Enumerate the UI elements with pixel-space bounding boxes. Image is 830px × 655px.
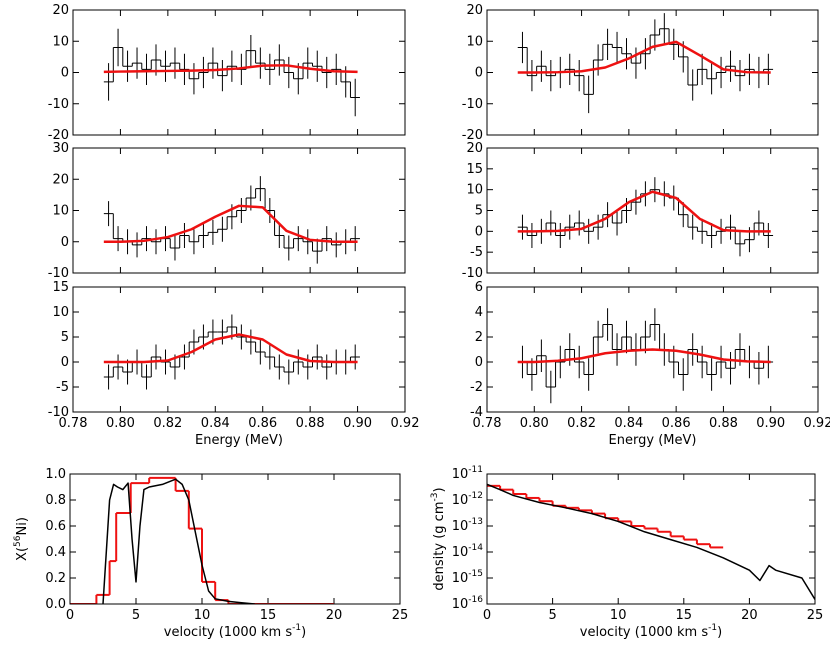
x-tick-label: 0.88 <box>296 416 325 431</box>
x-tick-label: 0.88 <box>709 416 738 431</box>
y-tick-label: 10-12 <box>452 491 483 508</box>
x-tick-label: 0.90 <box>343 416 372 431</box>
x-tick-label: 0.86 <box>248 416 277 431</box>
y-tick-label: 0 <box>61 355 69 370</box>
x-tick-label: 0.78 <box>59 416 88 431</box>
y-tick-label: 1.0 <box>45 467 66 482</box>
x-tick-label: 20 <box>741 608 758 623</box>
y-tick-label: 0.4 <box>45 545 66 560</box>
plot-frame <box>486 9 819 136</box>
x-tick-label: 0.92 <box>804 416 830 431</box>
y-tick-label: 0 <box>475 224 483 239</box>
y-tick-label: -10 <box>48 405 69 420</box>
y-tick-label: 0.8 <box>45 493 66 508</box>
x-tick-label: 15 <box>260 608 277 623</box>
y-tick-label: 10 <box>466 182 483 197</box>
y-tick-label: 10-14 <box>452 543 484 560</box>
y-tick-label: 6 <box>475 280 483 295</box>
x-tick-label: 5 <box>132 608 140 623</box>
y-tick-label: 2 <box>475 330 483 345</box>
y-tick-label: 10 <box>52 34 69 49</box>
x-axis-label: velocity (1000 km s-1) <box>580 623 722 640</box>
x-tick-label: 25 <box>392 608 409 623</box>
y-tick-label: 0.0 <box>45 597 66 612</box>
y-tick-label: 4 <box>475 305 483 320</box>
x-tick-label: 0.84 <box>201 416 230 431</box>
model-line <box>102 478 255 604</box>
y-tick-label: -4 <box>470 405 483 420</box>
model-line <box>103 64 358 74</box>
plot-frame <box>72 147 406 274</box>
y-tick-label: 20 <box>52 172 69 187</box>
y-tick-label: 0 <box>61 65 69 80</box>
model-line <box>103 204 358 243</box>
y-tick-label: -10 <box>48 96 69 111</box>
x-tick-label: 0 <box>483 608 491 623</box>
x-tick-label: 0 <box>66 608 74 623</box>
y-tick-label: 20 <box>466 141 483 156</box>
y-tick-label: -20 <box>462 128 483 143</box>
y-tick-label: 0.6 <box>45 519 66 534</box>
y-tick-label: 20 <box>52 3 69 18</box>
y-tick-label: 10-16 <box>452 595 484 612</box>
model-line <box>487 483 815 600</box>
x-axis-label: Energy (MeV) <box>195 433 283 448</box>
y-tick-label: -5 <box>56 380 69 395</box>
y-tick-label: 5 <box>61 330 69 345</box>
x-tick-label: 0.82 <box>153 416 182 431</box>
y-tick-label: 0 <box>61 234 69 249</box>
x-tick-label: 0.90 <box>756 416 785 431</box>
y-axis-label: X(56Ni) <box>13 517 30 561</box>
model-line <box>103 333 358 364</box>
y-tick-label: 10-15 <box>452 569 483 586</box>
y-tick-label: -2 <box>470 380 483 395</box>
x-tick-label: 0.80 <box>106 416 135 431</box>
plot-frame <box>486 147 819 274</box>
plot-frame <box>72 9 406 136</box>
y-tick-label: -10 <box>462 96 483 111</box>
x-tick-label: 0.84 <box>614 416 643 431</box>
y-tick-label: -20 <box>48 128 69 143</box>
x-axis-label: velocity (1000 km s-1) <box>164 623 306 640</box>
x-tick-label: 10 <box>194 608 211 623</box>
x-tick-label: 5 <box>548 608 556 623</box>
y-tick-label: 20 <box>466 3 483 18</box>
x-tick-label: 20 <box>326 608 343 623</box>
y-tick-label: 15 <box>52 280 69 295</box>
y-tick-label: 30 <box>52 141 69 156</box>
x-tick-label: 0.92 <box>391 416 420 431</box>
y-tick-label: 0.2 <box>45 571 66 586</box>
model-line <box>517 190 771 233</box>
plot-frame <box>69 473 401 605</box>
x-axis-label: Energy (MeV) <box>609 433 697 448</box>
y-tick-label: 10-13 <box>452 517 483 534</box>
x-tick-label: 10 <box>610 608 627 623</box>
y-axis-label: density (g cm-3) <box>430 487 447 590</box>
y-tick-label: 15 <box>466 161 483 176</box>
y-tick-label: -10 <box>48 266 69 281</box>
x-tick-label: 15 <box>676 608 693 623</box>
plot-frame <box>486 286 819 413</box>
y-tick-label: 0 <box>475 355 483 370</box>
x-tick-label: 0.80 <box>520 416 549 431</box>
y-tick-label: 10 <box>466 34 483 49</box>
y-tick-label: 5 <box>475 203 483 218</box>
y-tick-label: 10 <box>52 305 69 320</box>
y-tick-label: 0 <box>475 65 483 80</box>
x-tick-label: 25 <box>807 608 824 623</box>
y-tick-label: -10 <box>462 266 483 281</box>
y-tick-label: 10 <box>52 203 69 218</box>
y-tick-label: 10-11 <box>452 465 483 482</box>
plot-frame <box>486 473 816 605</box>
model-line <box>517 40 771 74</box>
x-tick-label: 0.78 <box>473 416 502 431</box>
x-tick-label: 0.86 <box>662 416 691 431</box>
x-tick-label: 0.82 <box>567 416 596 431</box>
plot-frame <box>72 286 406 413</box>
y-tick-label: -5 <box>470 245 483 260</box>
model-line <box>517 348 771 364</box>
